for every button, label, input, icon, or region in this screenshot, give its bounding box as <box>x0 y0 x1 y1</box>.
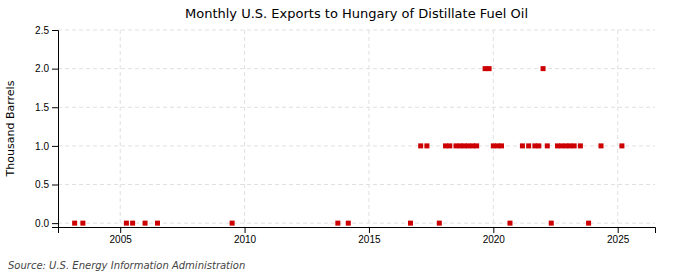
y-grid-line <box>58 184 655 185</box>
point <box>545 143 550 148</box>
point <box>536 143 541 148</box>
annotation: Source: U.S. Energy Information Administ… <box>8 260 245 271</box>
x-tick-mark <box>245 227 246 233</box>
x-tick-label: 2010 <box>234 234 257 245</box>
x-tick: 2025 <box>607 227 630 245</box>
x-grid-line <box>244 30 245 227</box>
x-grid-line <box>617 30 618 227</box>
point <box>549 221 554 226</box>
x-tick: 2020 <box>483 227 506 245</box>
x-tick-mark <box>120 227 121 233</box>
grid <box>58 30 655 227</box>
y-axis: 0.0 0.5 1.0 1.5 2.0 2.5 <box>35 25 58 229</box>
x-tick-label: 2020 <box>483 234 506 245</box>
point <box>130 221 135 226</box>
x-tick-label: 2005 <box>110 234 133 245</box>
x-tick: 2005 <box>110 227 133 245</box>
point <box>230 221 235 226</box>
point <box>599 143 604 148</box>
point <box>335 221 340 226</box>
y-axis-title: Thousand Barrels <box>4 80 17 177</box>
x-tick-mark <box>618 227 619 233</box>
y-tick: 2.0 <box>35 63 58 74</box>
point <box>487 66 492 71</box>
x-grid-line <box>368 30 369 227</box>
x-axis: 2005 2010 2015 2020 2025 <box>59 227 656 245</box>
y-grid-line <box>58 68 655 69</box>
points <box>72 66 624 226</box>
y-tick: 1.0 <box>35 141 58 152</box>
point <box>526 143 531 148</box>
point <box>619 143 624 148</box>
x-tick: 2010 <box>234 227 257 245</box>
y-tick-mark <box>52 223 58 224</box>
y-tick-label: 1.5 <box>35 102 49 113</box>
title: Monthly U.S. Exports to Hungary of Disti… <box>185 6 528 21</box>
y-tick-label: 1.0 <box>35 141 49 152</box>
x-tick: 2015 <box>358 227 381 245</box>
y-tick-label: 2.5 <box>35 25 49 36</box>
point <box>72 221 77 226</box>
y-tick-label: 2.0 <box>35 63 49 74</box>
x-grid-line <box>493 30 494 227</box>
y-tick: 0.0 <box>35 218 58 229</box>
point <box>541 66 546 71</box>
y-tick-label: 0.5 <box>35 179 49 190</box>
point <box>586 221 591 226</box>
point <box>408 221 413 226</box>
x-tick-label: 2025 <box>607 234 630 245</box>
point <box>424 143 429 148</box>
point <box>507 221 512 226</box>
y-tick-label: 0.0 <box>35 218 49 229</box>
x-tick-mark <box>369 227 370 233</box>
point <box>520 143 525 148</box>
x-tick-label: 2015 <box>358 234 381 245</box>
y-tick-mark <box>52 107 58 108</box>
point <box>143 221 148 226</box>
point <box>80 221 85 226</box>
y-tick-mark <box>52 30 58 31</box>
point <box>447 143 452 148</box>
y-tick-mark <box>52 146 58 147</box>
point <box>437 221 442 226</box>
point <box>578 143 583 148</box>
y-tick: 0.5 <box>35 179 58 190</box>
x-tick-mark <box>493 227 494 233</box>
point <box>155 221 160 226</box>
point <box>124 221 129 226</box>
point <box>572 143 577 148</box>
y-tick: 2.5 <box>35 25 58 36</box>
y-tick: 1.5 <box>35 102 58 113</box>
y-tick-mark <box>52 69 58 70</box>
x-axis-line <box>59 228 656 234</box>
y-grid-line <box>58 107 655 108</box>
plot-area: 2005 2010 2015 2020 2025 0.0 0.5 1.0 1.5 2.0 2.5 <box>35 25 655 245</box>
chart: 2005 2010 2015 2020 2025 0.0 0.5 1.0 1.5 2.0 2.5 Mo… <box>0 0 675 275</box>
point <box>346 221 351 226</box>
point <box>499 143 504 148</box>
point <box>474 143 479 148</box>
x-grid-line <box>120 30 121 227</box>
y-axis-line <box>52 31 59 228</box>
point <box>418 143 423 148</box>
y-tick-mark <box>52 185 58 186</box>
y-grid-line <box>58 30 655 31</box>
